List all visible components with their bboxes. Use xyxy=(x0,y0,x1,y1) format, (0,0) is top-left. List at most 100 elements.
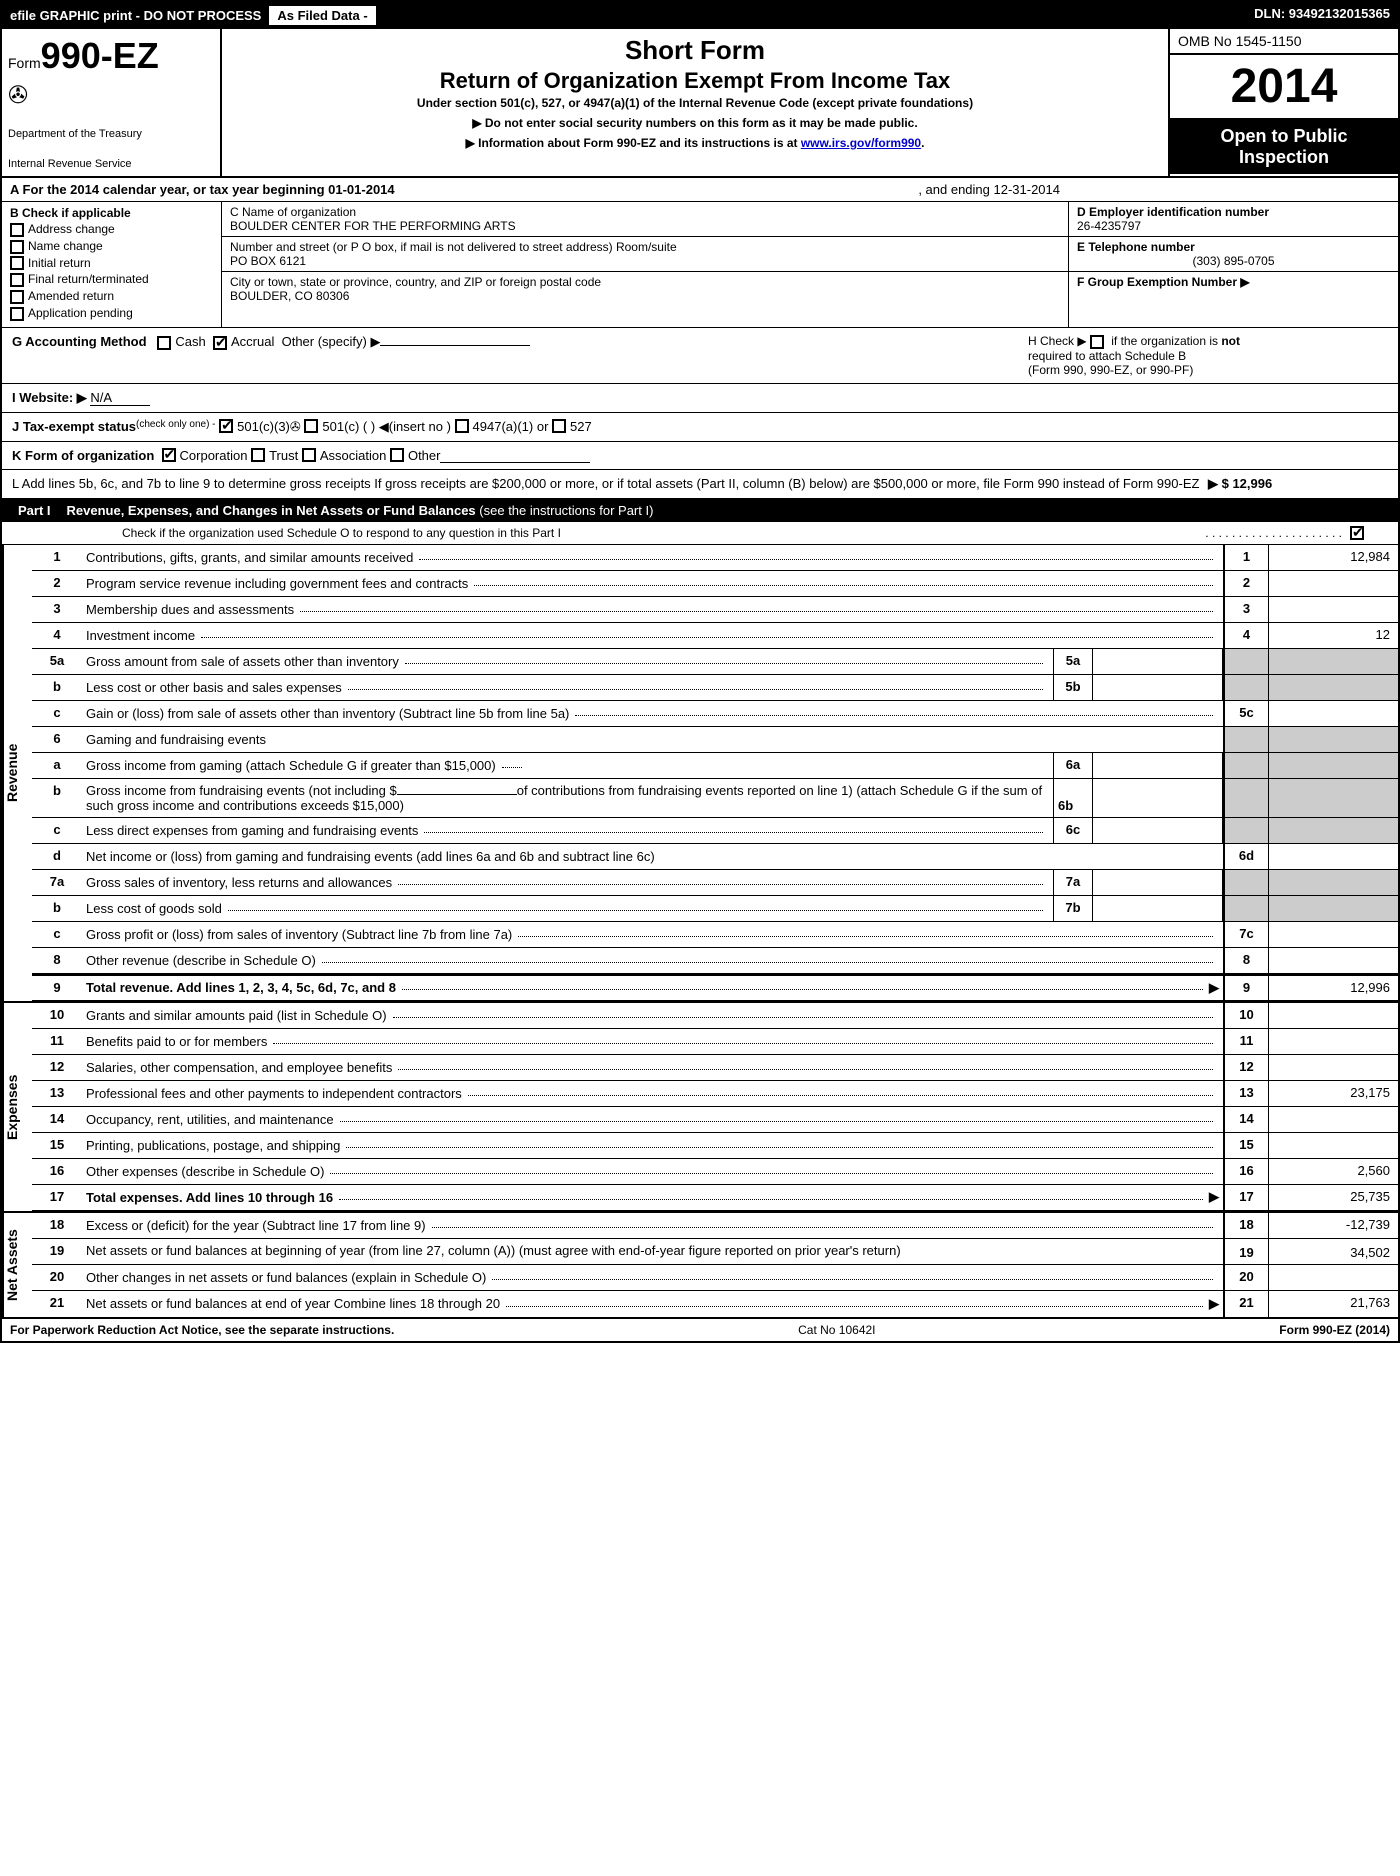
row-a-label: A For the 2014 calendar year, or tax yea… xyxy=(2,178,910,201)
line7a-sn: 7a xyxy=(1053,870,1093,895)
name-change-label: Name change xyxy=(28,239,103,253)
address-change-checkbox[interactable] xyxy=(10,223,24,237)
row-l: L Add lines 5b, 6c, and 7b to line 9 to … xyxy=(2,470,1398,499)
initial-return-label: Initial return xyxy=(28,256,91,270)
revenue-label: Revenue xyxy=(2,545,32,1001)
line6d-val xyxy=(1268,844,1398,869)
501c-checkbox[interactable] xyxy=(304,419,318,433)
line6c-sv xyxy=(1093,818,1223,843)
short-form-title: Short Form xyxy=(234,35,1156,66)
accounting-label: G Accounting Method xyxy=(12,334,147,349)
open2: Inspection xyxy=(1176,147,1392,168)
other-org-label: Other xyxy=(408,448,441,463)
line1-val: 12,984 xyxy=(1268,545,1398,570)
line5a-greyv xyxy=(1268,649,1398,674)
footer-right: Form 990-EZ (2014) xyxy=(1279,1323,1390,1337)
amended-return-label: Amended return xyxy=(28,289,114,303)
line12-desc: Salaries, other compensation, and employ… xyxy=(86,1060,392,1075)
schedule-icon: ✇ xyxy=(290,419,301,435)
line14-desc: Occupancy, rent, utilities, and maintena… xyxy=(86,1112,334,1127)
trust-label: Trust xyxy=(269,448,298,463)
street-value: PO BOX 6121 xyxy=(230,254,1060,268)
line12-boxn: 12 xyxy=(1223,1055,1268,1080)
col-b-label: B Check if applicable xyxy=(10,206,213,220)
line14-val xyxy=(1268,1107,1398,1132)
line15-num: 15 xyxy=(32,1133,82,1158)
other-org-checkbox[interactable] xyxy=(390,448,404,462)
527-checkbox[interactable] xyxy=(552,419,566,433)
line6-num: 6 xyxy=(32,727,82,752)
group-exemption-label: F Group Exemption Number ▶ xyxy=(1077,275,1390,289)
line20-num: 20 xyxy=(32,1265,82,1290)
omb-number: OMB No 1545-1150 xyxy=(1170,29,1398,55)
line21-desc: Net assets or fund balances at end of ye… xyxy=(86,1296,500,1311)
line13-boxn: 13 xyxy=(1223,1081,1268,1106)
expenses-label: Expenses xyxy=(2,1003,32,1211)
form-990ez-page: efile GRAPHIC print - DO NOT PROCESS As … xyxy=(0,0,1400,1343)
association-checkbox[interactable] xyxy=(302,448,316,462)
corporation-checkbox[interactable] xyxy=(162,448,176,462)
line19-num: 19 xyxy=(32,1239,82,1264)
other-label: Other (specify) ▶ xyxy=(282,334,381,349)
part1-header: Part I Revenue, Expenses, and Changes in… xyxy=(2,499,1398,522)
final-return-checkbox[interactable] xyxy=(10,273,24,287)
netassets-section: Net Assets 18 Excess or (deficit) for the… xyxy=(2,1211,1398,1317)
tax-status-label: J Tax-exempt status xyxy=(12,419,136,435)
line6d-desc: Net income or (loss) from gaming and fun… xyxy=(86,849,655,864)
line6b-input[interactable] xyxy=(397,794,517,795)
ein-value: 26-4235797 xyxy=(1077,219,1390,233)
form-header: Form990-EZ ✇ Department of the Treasury … xyxy=(2,29,1398,178)
line7b-desc: Less cost of goods sold xyxy=(86,901,222,916)
revenue-section: Revenue 1Contributions, gifts, grants, a… xyxy=(2,545,1398,1001)
line15-val xyxy=(1268,1133,1398,1158)
row-a: A For the 2014 calendar year, or tax yea… xyxy=(2,178,1398,202)
line9-num: 9 xyxy=(32,976,82,1000)
line8-boxn: 8 xyxy=(1223,948,1268,973)
app-pending-checkbox[interactable] xyxy=(10,307,24,321)
4947-label: 4947(a)(1) or xyxy=(473,419,549,435)
line4-val: 12 xyxy=(1268,623,1398,648)
phone-label: E Telephone number xyxy=(1077,240,1390,254)
line5c-desc: Gain or (loss) from sale of assets other… xyxy=(86,706,569,721)
line18-desc: Excess or (deficit) for the year (Subtra… xyxy=(86,1218,426,1233)
other-input[interactable] xyxy=(380,345,530,346)
line6c-desc: Less direct expenses from gaming and fun… xyxy=(86,823,418,838)
dept-treasury: Department of the Treasury xyxy=(8,128,214,140)
org-name: BOULDER CENTER FOR THE PERFORMING ARTS xyxy=(230,219,1060,233)
line19-desc: Net assets or fund balances at beginning… xyxy=(86,1243,901,1258)
line21-boxn: 21 xyxy=(1223,1291,1268,1317)
line10-boxn: 10 xyxy=(1223,1003,1268,1028)
line6b-grey xyxy=(1223,779,1268,817)
line9-desc: Total revenue. Add lines 1, 2, 3, 4, 5c,… xyxy=(86,980,396,995)
line18-num: 18 xyxy=(32,1213,82,1238)
4947-checkbox[interactable] xyxy=(455,419,469,433)
name-change-checkbox[interactable] xyxy=(10,240,24,254)
line21-val: 21,763 xyxy=(1268,1291,1398,1317)
checkbox-list: Address change Name change Initial retur… xyxy=(10,222,213,321)
line6b-d1: Gross income from fundraising events (no… xyxy=(86,783,397,798)
line11-num: 11 xyxy=(32,1029,82,1054)
line5b-greyv xyxy=(1268,675,1398,700)
line6d-boxn: 6d xyxy=(1223,844,1268,869)
line11-val xyxy=(1268,1029,1398,1054)
return-title: Return of Organization Exempt From Incom… xyxy=(234,68,1156,94)
arrow-icon: ▶ xyxy=(1209,980,1219,996)
schedule-b-checkbox[interactable] xyxy=(1090,335,1104,349)
row-i: I Website: ▶ N/A xyxy=(2,384,1398,413)
irs-link[interactable]: www.irs.gov/form990 xyxy=(801,136,921,150)
netassets-label: Net Assets xyxy=(2,1213,32,1317)
line6c-num: c xyxy=(32,818,82,843)
initial-return-checkbox[interactable] xyxy=(10,256,24,270)
schedule-o-checkbox[interactable] xyxy=(1350,526,1364,540)
other-org-input[interactable] xyxy=(440,448,590,463)
h-text1: H Check ▶ xyxy=(1028,334,1087,348)
501c3-checkbox[interactable] xyxy=(219,419,233,433)
accrual-label: Accrual xyxy=(231,334,274,349)
line2-num: 2 xyxy=(32,571,82,596)
cash-label: Cash xyxy=(175,334,205,349)
amended-return-checkbox[interactable] xyxy=(10,290,24,304)
line6a-sv xyxy=(1093,753,1223,778)
accrual-checkbox[interactable] xyxy=(213,336,227,350)
cash-checkbox[interactable] xyxy=(157,336,171,350)
trust-checkbox[interactable] xyxy=(251,448,265,462)
